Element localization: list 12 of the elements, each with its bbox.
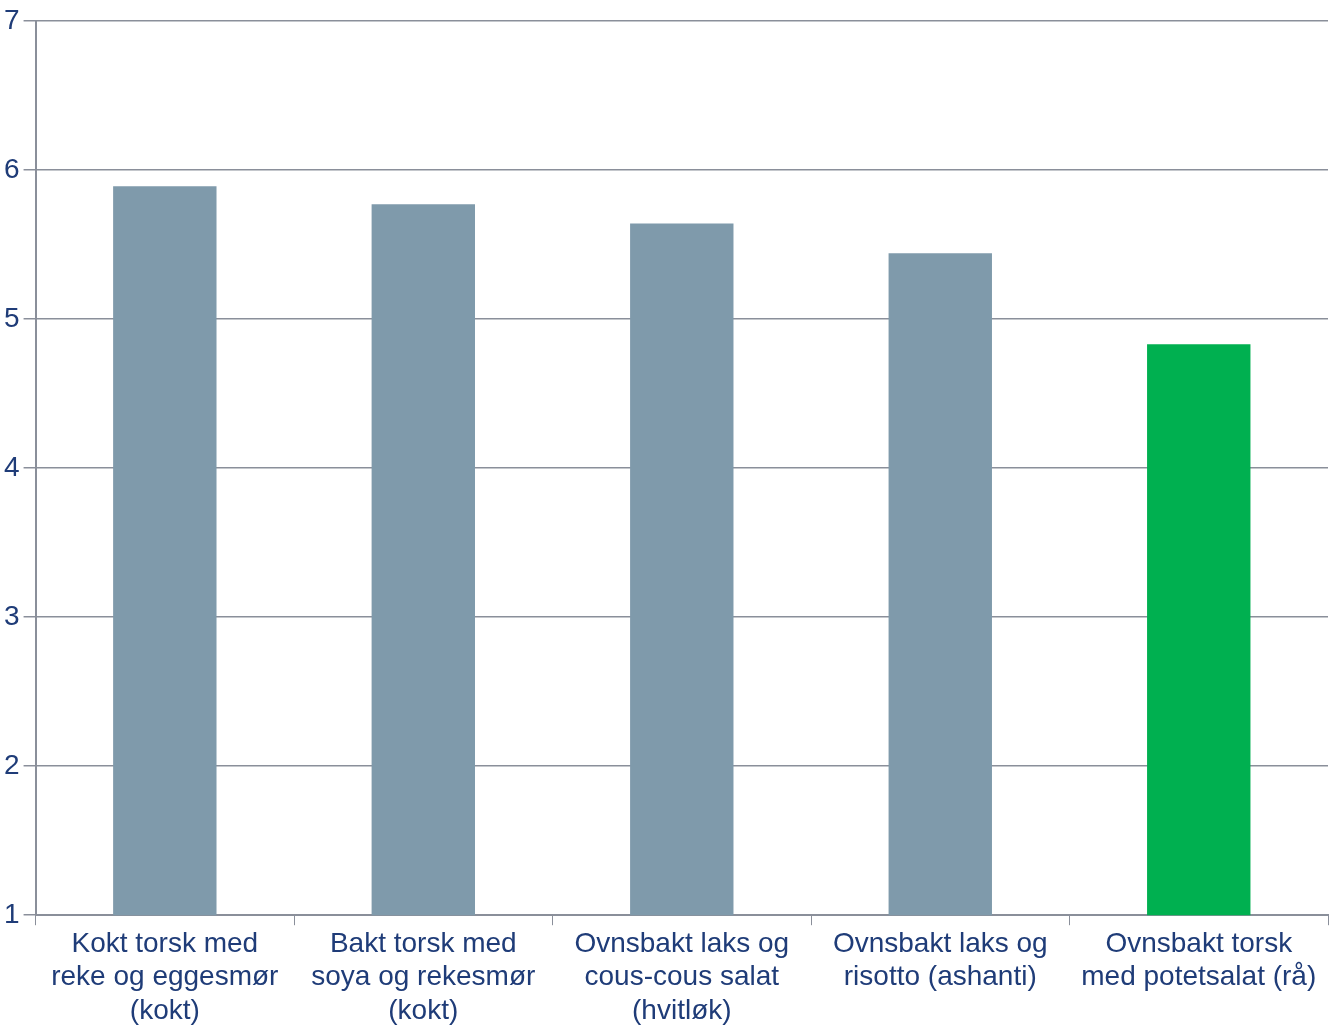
y-tick-label: 2: [3, 748, 20, 780]
y-tick-label: 4: [3, 450, 20, 482]
x-tick-label: Ovnsbakt laks og risotto (ashanti): [832, 926, 1048, 992]
y-tick-label: 6: [3, 152, 20, 184]
y-tick-label: 5: [3, 301, 20, 333]
y-tick-label: 7: [3, 3, 20, 35]
x-tick-label: Kokt torsk med reke og eggesmør (kokt): [51, 926, 279, 1025]
x-tick-label: Bakt torsk med soya og rekesmør (kokt): [311, 926, 536, 1025]
y-tick-label: 3: [3, 599, 20, 631]
x-tick-label: Ovnsbakt laks og cous-cous salat (hvitløk): [574, 926, 790, 1025]
y-tick-label: 1: [3, 897, 20, 929]
x-tick-label: Ovnsbakt torsk med potetsalat (rå): [1081, 926, 1317, 992]
